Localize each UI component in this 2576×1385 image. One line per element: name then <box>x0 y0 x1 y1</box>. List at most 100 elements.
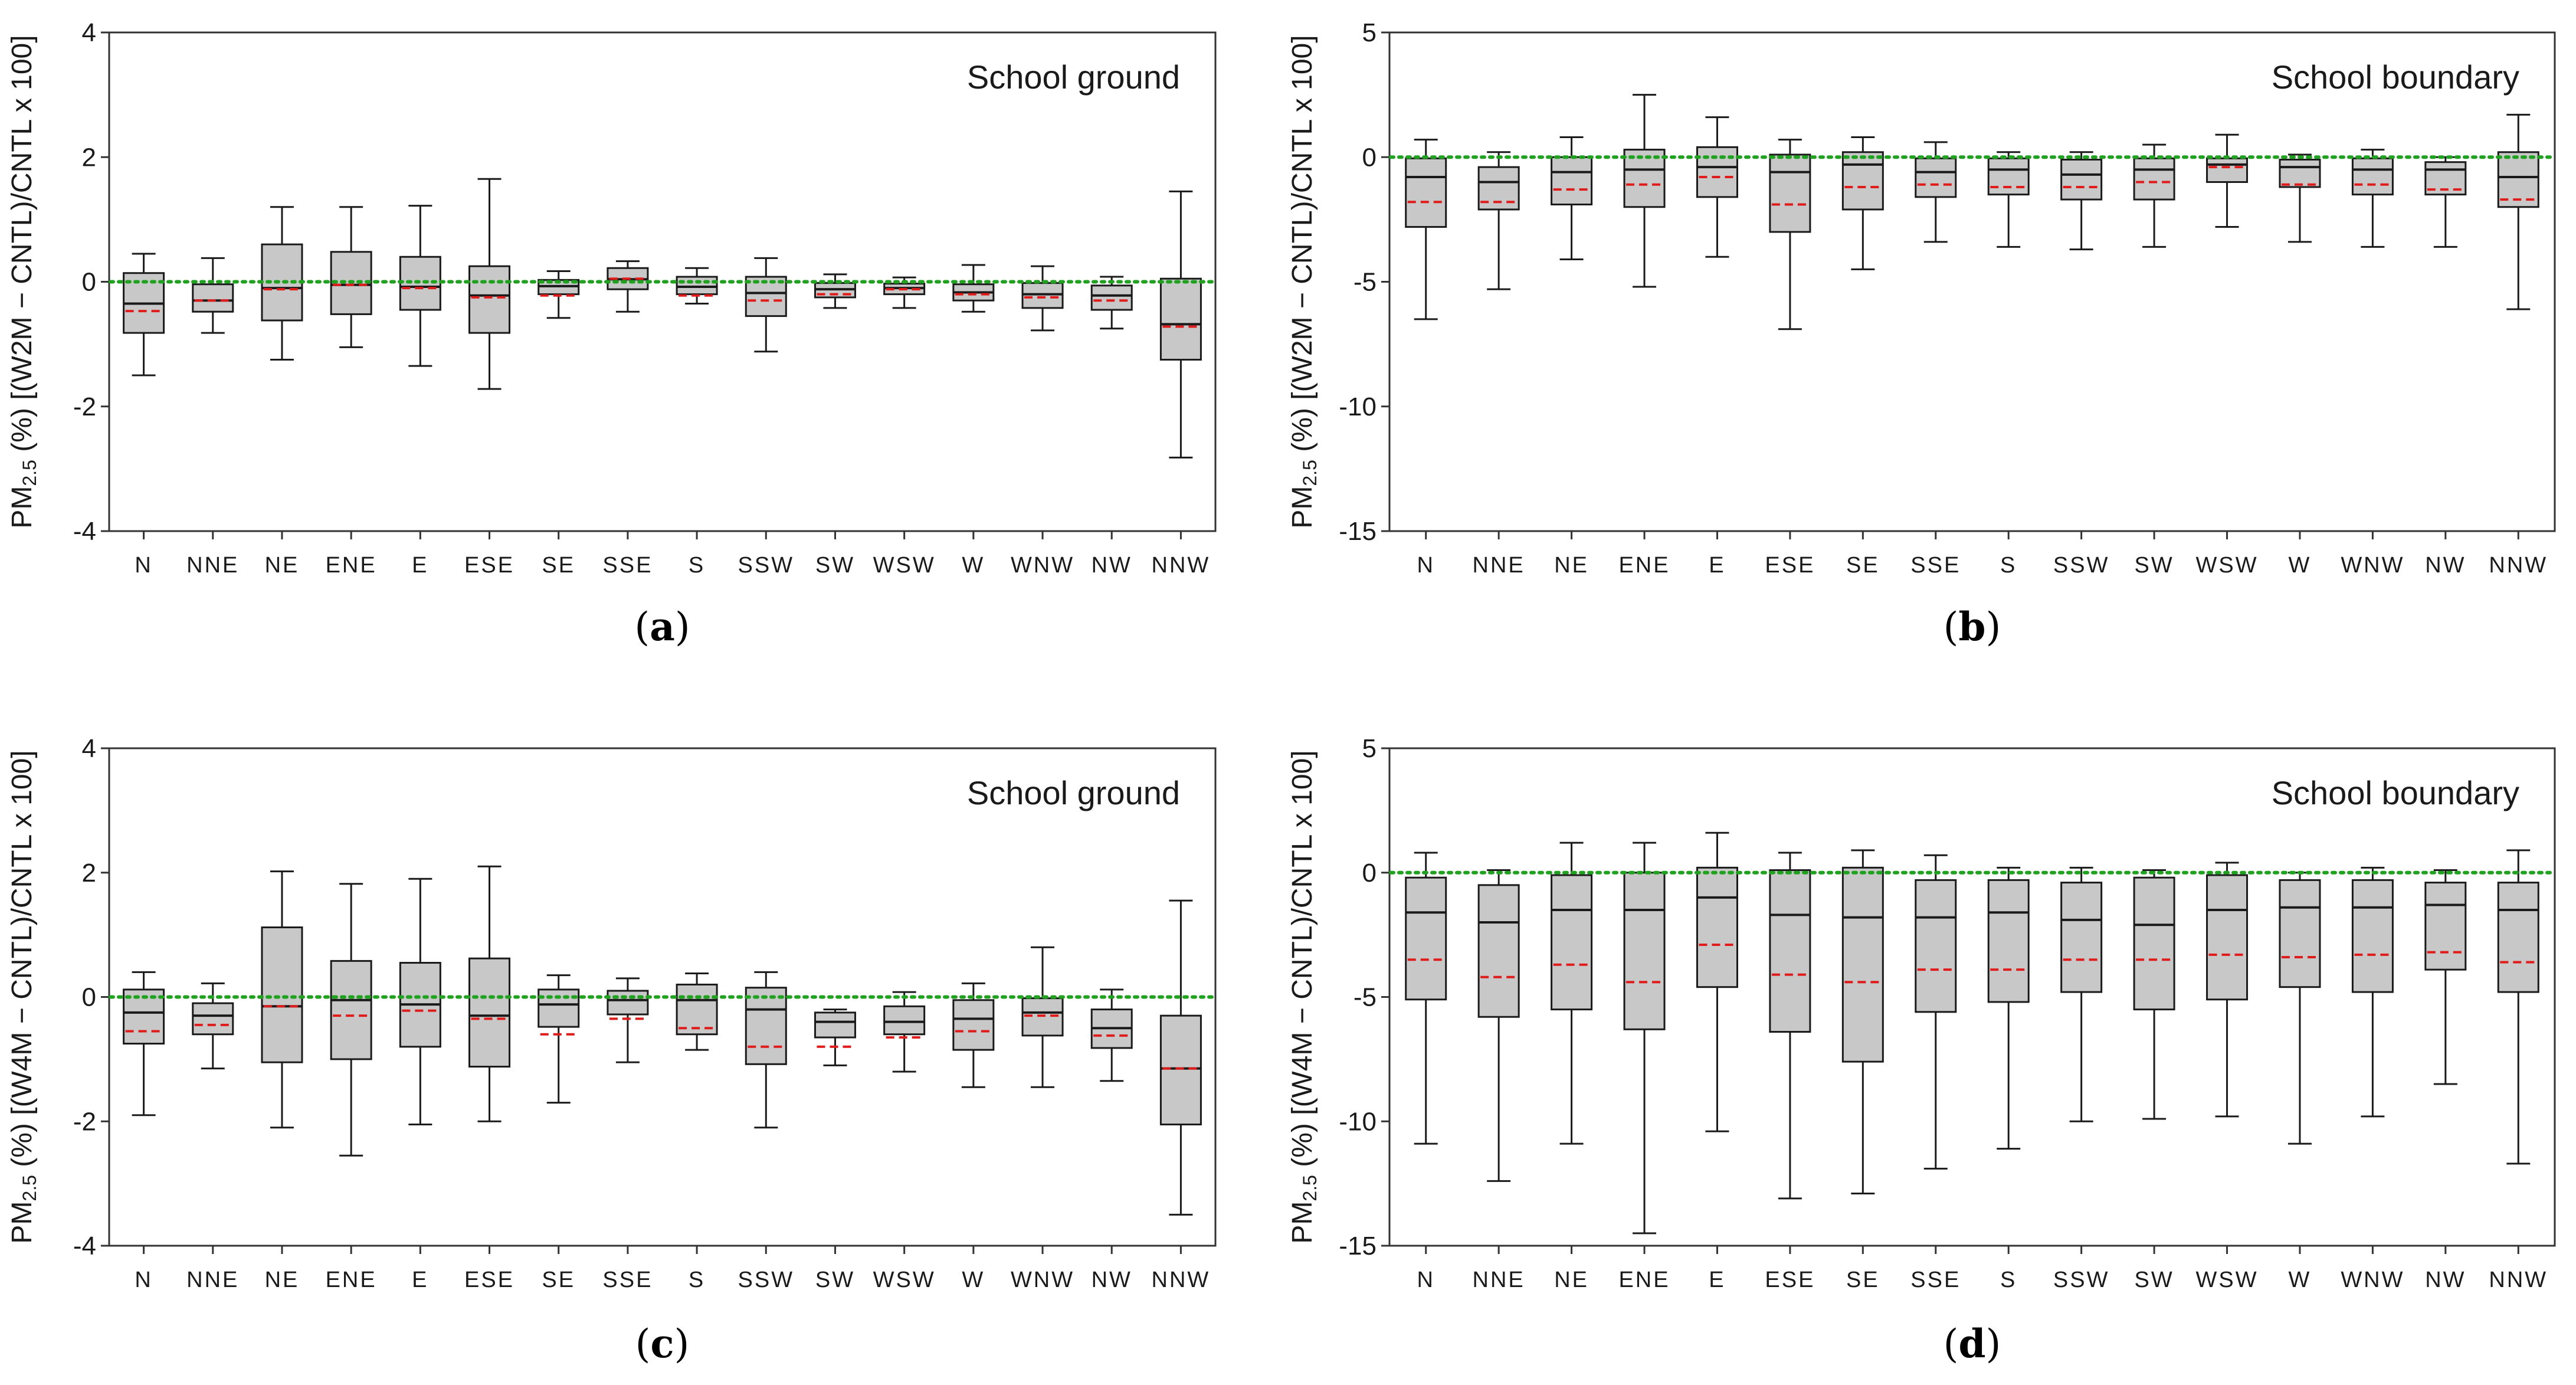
iqr-box <box>2497 882 2539 993</box>
iqr-box <box>468 957 511 1068</box>
x-tick-label: ESE <box>1765 553 1815 578</box>
iqr-box <box>2206 874 2249 1001</box>
box-NNE <box>192 982 234 1070</box>
box-NNE <box>1477 151 1520 290</box>
x-tick-label: W <box>2289 553 2312 578</box>
y-tick-label: -4 <box>73 517 96 546</box>
iqr-box <box>2497 151 2539 208</box>
y-tick-label: -10 <box>1339 1107 1377 1136</box>
iqr-box <box>1915 157 1957 198</box>
iqr-box <box>1159 277 1202 361</box>
x-tick-label: SSE <box>1910 553 1961 578</box>
box-N <box>1405 852 1447 1145</box>
y-tick-label: 2 <box>82 859 96 888</box>
box-NW <box>2424 869 2467 1085</box>
x-tick-label: S <box>2000 553 2017 578</box>
iqr-box <box>814 1011 856 1039</box>
box-ENE <box>1623 94 1666 288</box>
iqr-box <box>1623 149 1666 208</box>
y-tick-label: -4 <box>73 1232 96 1260</box>
box-NNW <box>2497 113 2539 310</box>
x-tick-label: WNW <box>2341 553 2404 578</box>
box-W <box>952 264 995 313</box>
x-tick-label: NE <box>1554 553 1589 578</box>
iqr-box <box>330 960 372 1060</box>
iqr-box <box>1841 866 1884 1063</box>
box-W <box>952 982 995 1088</box>
box-ENE <box>330 206 372 348</box>
y-tick-label: -15 <box>1339 517 1377 546</box>
box-S <box>1987 151 2030 248</box>
y-axis-label: PM2.5 (%) [(W4M − CNTL)/CNTL x 100] <box>1287 750 1320 1243</box>
y-tick-label: 4 <box>82 734 96 763</box>
box-NNE <box>1477 869 1520 1182</box>
y-tick-label: 4 <box>82 18 96 47</box>
x-tick-label: N <box>1417 553 1434 578</box>
box-SW <box>2133 869 2175 1120</box>
y-tick-label: -5 <box>1353 268 1377 297</box>
iqr-box <box>883 1005 926 1036</box>
panel-b: 5 0 -5 -10 -15 N NNE NE ENE E ESE SE SSE S SSW SW WSW W WN… <box>1287 18 2556 650</box>
box-NNW <box>2497 849 2539 1165</box>
iqr-box <box>2060 882 2103 993</box>
x-tick-label: SSE <box>602 553 653 578</box>
iqr-box <box>2351 157 2394 196</box>
box-SSE <box>607 260 649 313</box>
box-WSW <box>883 991 926 1073</box>
x-tick-label: S <box>689 1268 705 1292</box>
x-tick-label: SSW <box>738 1268 795 1292</box>
x-tick-label: SW <box>2134 1268 2174 1292</box>
box-ENE <box>1623 842 1666 1235</box>
iqr-box <box>1841 151 1884 211</box>
iqr-box <box>468 265 511 334</box>
box-NE <box>261 870 303 1129</box>
box-SSW <box>2060 151 2103 251</box>
x-tick-label: SW <box>815 1268 855 1292</box>
x-tick-label: SE <box>542 553 575 578</box>
box-NE <box>1551 136 1593 260</box>
iqr-box <box>2060 158 2103 201</box>
y-tick-label: 5 <box>1362 734 1377 763</box>
x-tick-label: W <box>962 1268 985 1292</box>
y-axis-label: PM2.5 (%) [(W2M − CNTL)/CNTL x 100] <box>1287 35 1320 528</box>
box-ESE <box>468 865 511 1122</box>
box-WSW <box>2206 133 2249 228</box>
box-ESE <box>1769 139 1811 330</box>
box-N <box>123 253 165 376</box>
x-tick-label: N <box>1417 1268 1434 1292</box>
x-tick-label: N <box>135 1268 152 1292</box>
box-SW <box>814 1009 856 1066</box>
iqr-box <box>1551 156 1593 206</box>
box-WNW <box>2351 866 2394 1118</box>
iqr-box <box>1696 866 1738 988</box>
x-tick-label: WSW <box>873 553 936 578</box>
box-E <box>399 205 441 367</box>
box-WSW <box>2206 862 2249 1118</box>
box-WNW <box>1021 265 1064 332</box>
iqr-box <box>1021 282 1064 309</box>
x-tick-label: WSW <box>2195 553 2258 578</box>
panel-label: (c) <box>635 1321 690 1367</box>
x-tick-label: ENE <box>1618 1268 1670 1292</box>
y-tick-label: 0 <box>82 268 96 297</box>
box-SE <box>1841 136 1884 270</box>
box-SE <box>538 974 580 1104</box>
box-WNW <box>1021 946 1064 1088</box>
x-tick-label: W <box>962 553 985 578</box>
x-tick-label: ENE <box>326 1268 377 1292</box>
x-tick-label: ESE <box>464 1268 514 1292</box>
iqr-box <box>1915 879 1957 1013</box>
iqr-box <box>192 1002 234 1036</box>
box-NE <box>1551 842 1593 1145</box>
iqr-box <box>192 283 234 313</box>
box-SSW <box>745 257 787 353</box>
box-WNW <box>2351 149 2394 248</box>
box-E <box>1696 116 1738 258</box>
panel-title: School ground <box>967 774 1180 811</box>
x-tick-label: NW <box>1092 553 1132 578</box>
x-tick-label: NE <box>1554 1268 1589 1292</box>
iqr-box <box>676 276 718 296</box>
x-tick-label: NE <box>265 1268 300 1292</box>
iqr-box <box>1405 157 1447 228</box>
